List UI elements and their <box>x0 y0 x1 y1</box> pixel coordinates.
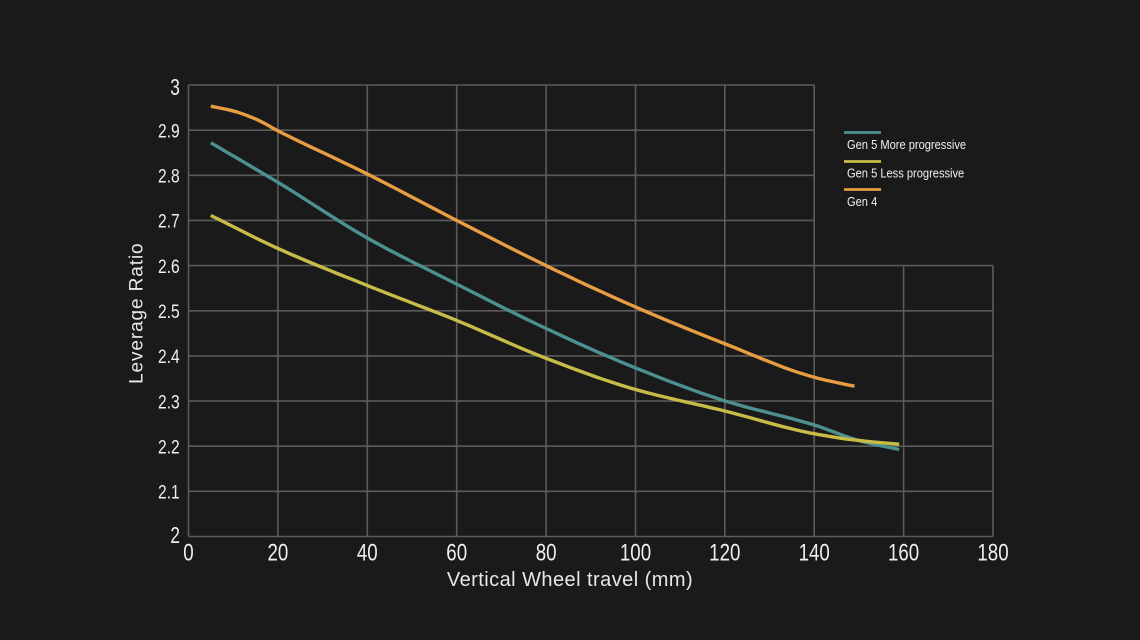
svg-text:Gen 5 More progressive: Gen 5 More progressive <box>847 137 966 152</box>
svg-text:2.7: 2.7 <box>158 210 180 232</box>
svg-text:2.9: 2.9 <box>158 120 180 142</box>
svg-text:60: 60 <box>446 540 467 567</box>
svg-text:2.8: 2.8 <box>158 165 180 187</box>
svg-text:3: 3 <box>170 76 180 101</box>
svg-text:140: 140 <box>799 540 830 567</box>
svg-text:2.2: 2.2 <box>158 436 180 458</box>
svg-text:2.1: 2.1 <box>158 481 180 503</box>
svg-text:0: 0 <box>183 540 193 567</box>
svg-text:40: 40 <box>357 540 378 567</box>
svg-text:120: 120 <box>709 540 740 567</box>
svg-text:Gen 4: Gen 4 <box>847 194 877 209</box>
svg-text:Vertical Wheel travel (mm): Vertical Wheel travel (mm) <box>447 569 693 591</box>
svg-text:2.5: 2.5 <box>158 300 180 322</box>
svg-text:180: 180 <box>977 540 1008 567</box>
svg-text:2: 2 <box>170 524 180 549</box>
svg-text:2.3: 2.3 <box>158 391 180 413</box>
svg-text:160: 160 <box>888 540 919 567</box>
svg-text:2.6: 2.6 <box>158 255 180 277</box>
svg-text:20: 20 <box>267 540 288 567</box>
svg-text:80: 80 <box>536 540 557 567</box>
svg-text:100: 100 <box>620 540 651 567</box>
svg-text:2.4: 2.4 <box>158 346 180 368</box>
svg-text:Gen 5 Less progressive: Gen 5 Less progressive <box>847 166 964 181</box>
svg-text:Leverage Ratio: Leverage Ratio <box>127 242 148 383</box>
